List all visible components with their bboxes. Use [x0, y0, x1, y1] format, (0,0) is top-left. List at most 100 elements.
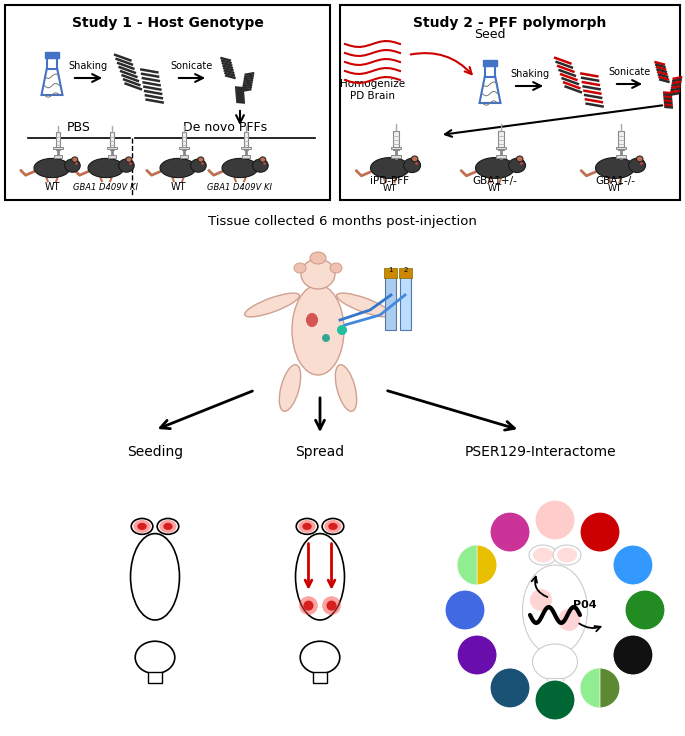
- Ellipse shape: [198, 157, 204, 163]
- Ellipse shape: [300, 641, 340, 673]
- Ellipse shape: [134, 520, 151, 533]
- Ellipse shape: [636, 156, 643, 162]
- Bar: [313, 672, 327, 683]
- Wedge shape: [457, 545, 477, 585]
- Polygon shape: [42, 68, 62, 95]
- Ellipse shape: [327, 601, 336, 611]
- Ellipse shape: [322, 596, 341, 615]
- Text: WT: WT: [488, 184, 502, 193]
- Ellipse shape: [138, 523, 147, 530]
- Ellipse shape: [160, 520, 177, 533]
- Bar: [385, 275, 396, 330]
- Bar: [148, 672, 162, 683]
- Bar: [53, 147, 63, 149]
- Text: 2: 2: [403, 267, 408, 273]
- Ellipse shape: [279, 365, 301, 411]
- Circle shape: [613, 635, 653, 675]
- Circle shape: [535, 680, 575, 720]
- Ellipse shape: [301, 259, 335, 289]
- Bar: [393, 130, 399, 150]
- Ellipse shape: [222, 158, 258, 177]
- Ellipse shape: [553, 545, 581, 565]
- Ellipse shape: [157, 518, 179, 534]
- Ellipse shape: [295, 534, 345, 620]
- Circle shape: [613, 545, 653, 585]
- Text: Shaking: Shaking: [68, 61, 108, 71]
- Ellipse shape: [322, 334, 330, 342]
- Circle shape: [490, 668, 530, 708]
- Ellipse shape: [34, 158, 70, 177]
- Bar: [483, 60, 497, 66]
- Ellipse shape: [529, 545, 557, 565]
- Ellipse shape: [163, 523, 173, 530]
- Text: P04: P04: [573, 600, 597, 610]
- Bar: [340, 5, 680, 200]
- Ellipse shape: [558, 609, 580, 631]
- Text: GBA1 D409V KI: GBA1 D409V KI: [73, 183, 138, 192]
- Bar: [179, 147, 189, 149]
- Ellipse shape: [330, 263, 342, 273]
- Text: PBS: PBS: [67, 121, 91, 134]
- Bar: [110, 132, 114, 150]
- Bar: [241, 147, 251, 149]
- Ellipse shape: [328, 523, 338, 530]
- Bar: [391, 146, 401, 149]
- Ellipse shape: [296, 518, 318, 534]
- Ellipse shape: [337, 325, 347, 335]
- Ellipse shape: [135, 641, 175, 673]
- Ellipse shape: [131, 534, 179, 620]
- Text: Study 1 - Host Genotype: Study 1 - Host Genotype: [71, 16, 264, 30]
- Ellipse shape: [412, 156, 418, 162]
- Ellipse shape: [532, 644, 577, 680]
- Text: Seed: Seed: [474, 29, 506, 41]
- Ellipse shape: [322, 518, 344, 534]
- Bar: [485, 66, 495, 77]
- Circle shape: [625, 590, 665, 630]
- Bar: [497, 155, 506, 158]
- Ellipse shape: [302, 523, 312, 530]
- Text: iPD-PFF: iPD-PFF: [371, 176, 410, 186]
- Ellipse shape: [253, 159, 269, 172]
- Text: Spread: Spread: [295, 445, 345, 459]
- Ellipse shape: [523, 565, 588, 655]
- Bar: [55, 132, 60, 150]
- Text: Seeding: Seeding: [127, 445, 183, 459]
- Text: PSER129-Interactome: PSER129-Interactome: [464, 445, 616, 459]
- Text: Tissue collected 6 months post-injection: Tissue collected 6 months post-injection: [208, 215, 477, 228]
- Text: GBA1+/-: GBA1+/-: [473, 176, 517, 186]
- Ellipse shape: [190, 159, 206, 172]
- Text: De novo PFFs: De novo PFFs: [183, 121, 267, 134]
- Text: Study 2 - PFF polymorph: Study 2 - PFF polymorph: [413, 16, 607, 30]
- Ellipse shape: [530, 589, 552, 611]
- Bar: [182, 132, 186, 150]
- Text: WT: WT: [608, 184, 622, 193]
- Bar: [242, 155, 250, 158]
- Ellipse shape: [516, 156, 523, 162]
- Bar: [391, 155, 401, 158]
- Bar: [616, 146, 626, 149]
- Circle shape: [490, 512, 530, 552]
- Bar: [179, 155, 188, 158]
- Ellipse shape: [260, 157, 266, 163]
- Text: WT: WT: [45, 182, 60, 192]
- Bar: [400, 275, 411, 330]
- Bar: [47, 58, 58, 68]
- Ellipse shape: [245, 293, 299, 317]
- Ellipse shape: [533, 548, 553, 562]
- Bar: [499, 130, 503, 150]
- Bar: [45, 52, 59, 58]
- Bar: [616, 155, 625, 158]
- Bar: [108, 155, 116, 158]
- Ellipse shape: [306, 313, 318, 327]
- Ellipse shape: [72, 157, 78, 163]
- Bar: [399, 268, 412, 278]
- Ellipse shape: [629, 158, 645, 172]
- Bar: [547, 678, 563, 692]
- Bar: [107, 147, 117, 149]
- Bar: [619, 130, 623, 150]
- Text: WT: WT: [171, 182, 186, 192]
- Text: GBA1 D409V KI: GBA1 D409V KI: [208, 183, 273, 192]
- Ellipse shape: [336, 293, 391, 317]
- Bar: [244, 132, 249, 150]
- Ellipse shape: [294, 263, 306, 273]
